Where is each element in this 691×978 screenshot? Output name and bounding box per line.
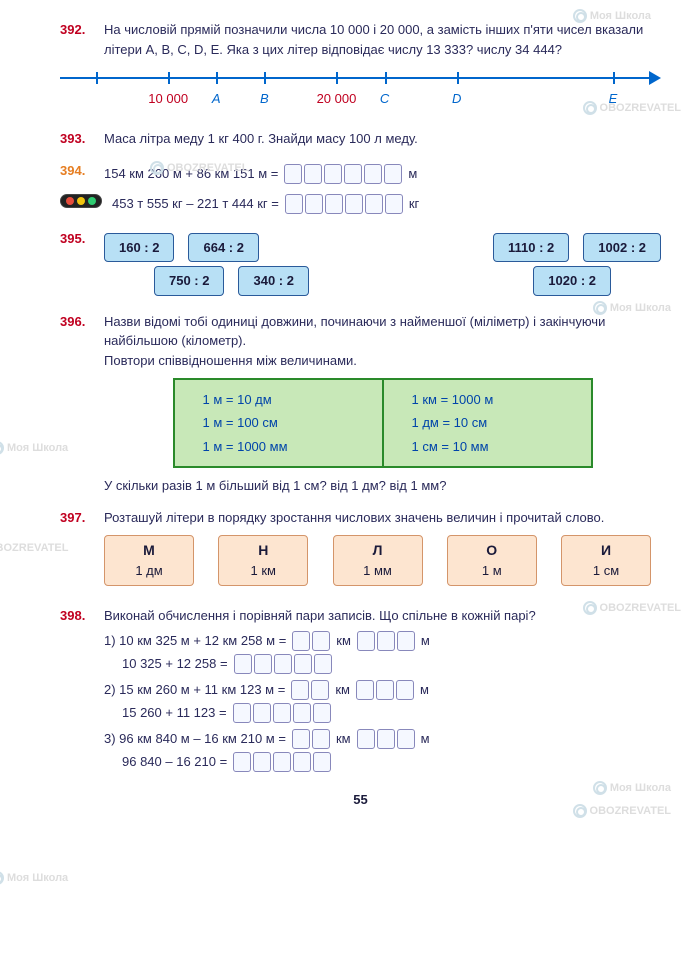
answer-box[interactable]: [253, 703, 271, 723]
exercise-398: 398. Виконай обчислення і порівняй пари …: [60, 606, 661, 779]
letter-card: Л1 мм: [333, 535, 423, 586]
exercise-number: 396.: [60, 312, 94, 332]
exercise-number: 392.: [60, 20, 94, 40]
calc-box: 750 : 2: [154, 266, 224, 296]
answer-box[interactable]: [364, 164, 382, 184]
traffic-badge: [60, 191, 102, 211]
answer-box[interactable]: [385, 194, 403, 214]
exercise-number: 397.: [60, 508, 94, 528]
letter-card: И1 см: [561, 535, 651, 586]
letter-card: М1 дм: [104, 535, 194, 586]
equation-line: 10 325 + 12 258 =: [104, 654, 661, 674]
calc-box: 1002 : 2: [583, 233, 661, 263]
answer-box[interactable]: [285, 194, 303, 214]
page-number: 55: [60, 790, 661, 810]
exercise-text: Назви відомі тобі одиниці довжини, почин…: [104, 312, 661, 351]
watermark: Моя Школа: [0, 870, 68, 887]
calc-box: 160 : 2: [104, 233, 174, 263]
numline-label: 10 000: [148, 89, 188, 109]
answer-box[interactable]: [397, 631, 415, 651]
answer-box[interactable]: [292, 729, 310, 749]
exercise-number: 394.: [60, 161, 94, 181]
number-line: 10 000 A B 20 000 C D E: [60, 67, 661, 117]
exercise-395: 395. 160 : 2 664 : 2 1110 : 2 1002 : 2 750…: [60, 229, 661, 300]
equation-line: 453 т 555 кг – 221 т 444 кг = кг: [112, 194, 661, 214]
answer-box[interactable]: [312, 729, 330, 749]
answer-box[interactable]: [233, 752, 251, 772]
answer-box[interactable]: [293, 703, 311, 723]
answer-box[interactable]: [324, 164, 342, 184]
numline-label: 20 000: [317, 89, 357, 109]
answer-box[interactable]: [344, 164, 362, 184]
equation-line: 15 260 + 11 123 =: [104, 703, 661, 723]
numline-label: A: [212, 89, 221, 109]
exercise-text: На числовій прямій позначили числа 10 00…: [104, 20, 661, 59]
exercise-text: Маса літра меду 1 кг 400 г. Знайди масу …: [104, 129, 661, 149]
answer-box[interactable]: [397, 729, 415, 749]
equation-line: 2) 15 км 260 м + 11 км 123 м = км м: [104, 680, 661, 700]
answer-box[interactable]: [294, 654, 312, 674]
answer-box[interactable]: [377, 631, 395, 651]
answer-box[interactable]: [253, 752, 271, 772]
answer-box[interactable]: [312, 631, 330, 651]
answer-box[interactable]: [377, 729, 395, 749]
exercise-397: 397. Розташуй літери в порядку зростання…: [60, 508, 661, 594]
exercise-number: 393.: [60, 129, 94, 149]
answer-box[interactable]: [292, 631, 310, 651]
numline-label: B: [260, 89, 269, 109]
exercise-text: Повтори співвідношення між величинами.: [104, 351, 661, 371]
answer-box[interactable]: [273, 752, 291, 772]
answer-box[interactable]: [313, 752, 331, 772]
exercise-392: 392. На числовій прямій позначили числа …: [60, 20, 661, 117]
answer-box[interactable]: [365, 194, 383, 214]
answer-box[interactable]: [304, 164, 322, 184]
exercise-393: 393. Маса літра меду 1 кг 400 г. Знайди …: [60, 129, 661, 149]
answer-box[interactable]: [273, 703, 291, 723]
answer-box[interactable]: [311, 680, 329, 700]
watermark: Моя Школа: [0, 440, 68, 457]
exercise-number: 398.: [60, 606, 94, 626]
equation-line: 96 840 – 16 210 =: [104, 752, 661, 772]
exercise-396: 396. Назви відомі тобі одиниці довжини, …: [60, 312, 661, 496]
letter-card: Н1 км: [218, 535, 308, 586]
calc-box: 1020 : 2: [533, 266, 611, 296]
answer-box[interactable]: [357, 631, 375, 651]
numline-label: E: [609, 89, 618, 109]
exercise-text: У скільки разів 1 м більший від 1 см? ві…: [104, 476, 661, 496]
answer-box[interactable]: [233, 703, 251, 723]
answer-box[interactable]: [376, 680, 394, 700]
answer-box[interactable]: [357, 729, 375, 749]
numline-label: C: [380, 89, 389, 109]
calc-box: 664 : 2: [188, 233, 258, 263]
answer-box[interactable]: [356, 680, 374, 700]
numline-label: D: [452, 89, 461, 109]
equation-line: 3) 96 км 840 м – 16 км 210 м = км м: [104, 729, 661, 749]
answer-box[interactable]: [314, 654, 332, 674]
answer-box[interactable]: [291, 680, 309, 700]
answer-box[interactable]: [325, 194, 343, 214]
answer-box[interactable]: [345, 194, 363, 214]
answer-box[interactable]: [293, 752, 311, 772]
letter-card: О1 м: [447, 535, 537, 586]
exercise-text: Розташуй літери в порядку зростання числ…: [104, 508, 661, 528]
answer-box[interactable]: [254, 654, 272, 674]
exercise-394: 394. 154 км 260 м + 86 км 151 м = м 453 …: [60, 161, 661, 217]
exercise-text: Виконай обчислення і порівняй пари запис…: [104, 606, 661, 626]
conversion-table: 1 м = 10 дм1 м = 100 см1 м = 1000 мм 1 к…: [173, 378, 593, 468]
answer-box[interactable]: [234, 654, 252, 674]
equation-line: 1) 10 км 325 м + 12 км 258 м = км м: [104, 631, 661, 651]
answer-box[interactable]: [274, 654, 292, 674]
answer-box[interactable]: [396, 680, 414, 700]
answer-box[interactable]: [284, 164, 302, 184]
answer-box[interactable]: [384, 164, 402, 184]
calc-box: 340 : 2: [238, 266, 308, 296]
watermark: OBOZREVATEL: [0, 540, 68, 557]
answer-box[interactable]: [305, 194, 323, 214]
calc-box: 1110 : 2: [493, 233, 569, 263]
exercise-number: 395.: [60, 229, 94, 249]
equation-line: 154 км 260 м + 86 км 151 м = м: [104, 164, 661, 184]
answer-box[interactable]: [313, 703, 331, 723]
